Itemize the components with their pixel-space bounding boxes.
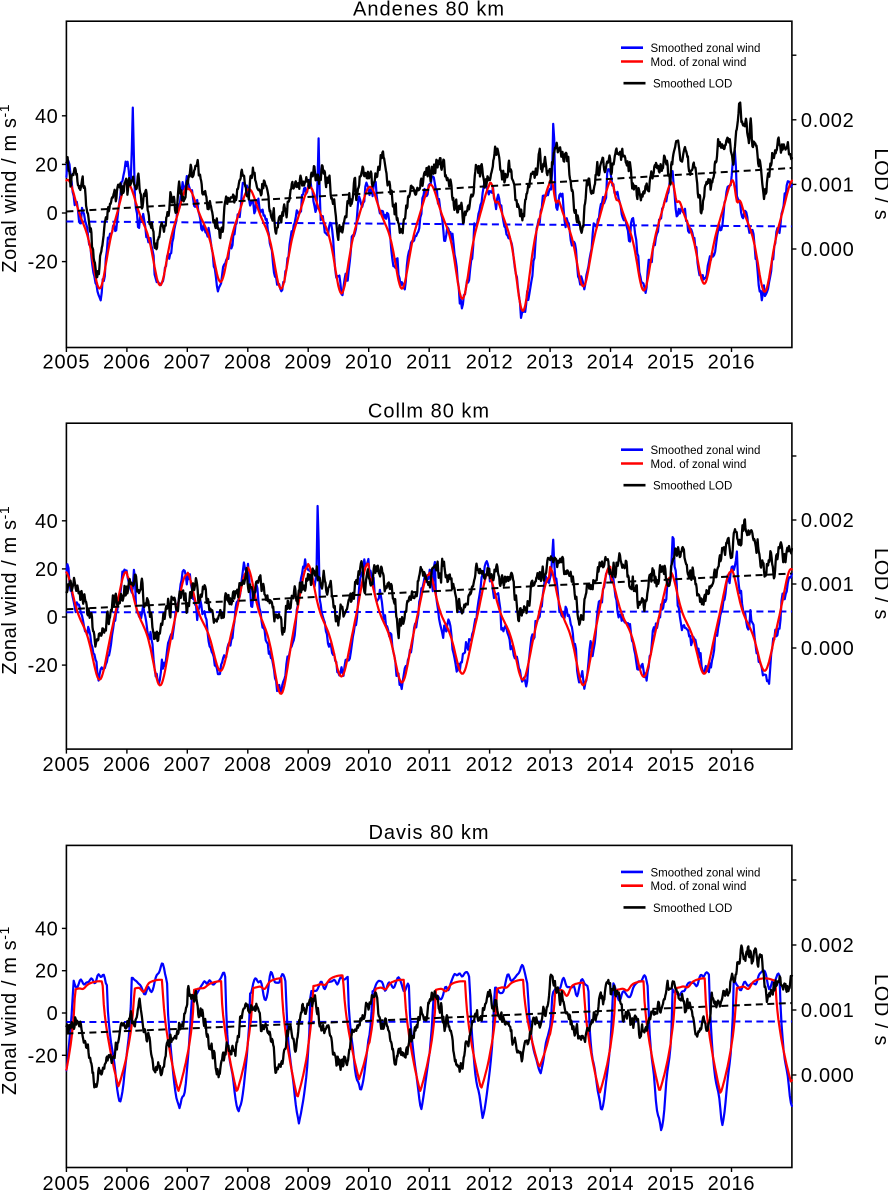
svg-text:2008: 2008: [224, 1173, 272, 1193]
svg-text:0.000: 0.000: [801, 638, 855, 660]
svg-text:2009: 2009: [284, 1173, 332, 1193]
svg-text:20: 20: [35, 961, 58, 983]
svg-text:40: 40: [35, 106, 58, 128]
svg-text:Mod. of zonal wind: Mod. of zonal wind: [651, 881, 747, 893]
svg-text:2014: 2014: [587, 1173, 635, 1193]
svg-text:2016: 2016: [708, 352, 756, 374]
svg-text:2006: 2006: [103, 754, 151, 776]
svg-text:0: 0: [47, 203, 59, 225]
svg-text:Zonal wind / m s-1: Zonal wind / m s-1: [0, 926, 21, 1095]
svg-text:2013: 2013: [526, 754, 574, 776]
svg-text:-20: -20: [28, 1045, 59, 1067]
svg-text:0.000: 0.000: [801, 1065, 855, 1087]
svg-text:0.002: 0.002: [801, 510, 855, 532]
svg-text:2006: 2006: [103, 352, 151, 374]
svg-text:2007: 2007: [163, 352, 211, 374]
svg-text:0: 0: [47, 1003, 59, 1025]
svg-text:2005: 2005: [43, 754, 91, 776]
svg-text:2008: 2008: [224, 754, 272, 776]
svg-text:2014: 2014: [587, 352, 635, 374]
svg-text:2013: 2013: [526, 1173, 574, 1193]
svg-text:2011: 2011: [406, 1173, 452, 1193]
svg-text:2012: 2012: [466, 754, 514, 776]
svg-text:Zonal wind / m s-1: Zonal wind / m s-1: [0, 506, 21, 675]
svg-text:2012: 2012: [466, 1173, 514, 1193]
svg-text:2014: 2014: [587, 754, 635, 776]
svg-text:0.002: 0.002: [801, 110, 855, 132]
svg-text:0: 0: [47, 607, 59, 629]
svg-text:2008: 2008: [224, 352, 272, 374]
svg-text:2013: 2013: [526, 352, 574, 374]
svg-text:2009: 2009: [284, 754, 332, 776]
svg-text:0.000: 0.000: [801, 239, 855, 261]
svg-text:Smoothed LOD: Smoothed LOD: [653, 903, 732, 915]
svg-text:-20: -20: [28, 252, 59, 274]
svg-text:0.002: 0.002: [801, 935, 855, 957]
svg-text:2005: 2005: [43, 352, 91, 374]
svg-text:-20: -20: [28, 655, 59, 677]
svg-text:2010: 2010: [345, 754, 393, 776]
svg-text:2006: 2006: [103, 1173, 151, 1193]
svg-text:Smoothed zonal wind: Smoothed zonal wind: [651, 867, 761, 879]
svg-text:2009: 2009: [284, 352, 332, 374]
svg-text:2010: 2010: [345, 1173, 393, 1193]
svg-text:20: 20: [35, 559, 58, 581]
svg-text:Andenes 80 km: Andenes 80 km: [353, 0, 505, 21]
svg-text:0.001: 0.001: [801, 174, 855, 196]
svg-text:2005: 2005: [43, 1173, 91, 1193]
svg-text:2015: 2015: [647, 754, 695, 776]
svg-text:2016: 2016: [708, 1173, 756, 1193]
svg-text:2015: 2015: [647, 352, 695, 374]
svg-text:2010: 2010: [345, 352, 393, 374]
svg-text:0.001: 0.001: [801, 574, 855, 596]
svg-text:Smoothed zonal wind: Smoothed zonal wind: [651, 43, 761, 55]
svg-text:Mod. of zonal wind: Mod. of zonal wind: [651, 57, 747, 69]
svg-text:Smoothed LOD: Smoothed LOD: [653, 481, 732, 493]
svg-text:2015: 2015: [647, 1173, 695, 1193]
svg-text:40: 40: [35, 918, 58, 940]
svg-text:0.001: 0.001: [801, 1000, 855, 1022]
svg-text:Zonal wind / m s-1: Zonal wind / m s-1: [0, 104, 21, 273]
svg-text:2007: 2007: [163, 754, 211, 776]
svg-text:LOD / s: LOD / s: [870, 974, 888, 1046]
svg-text:20: 20: [35, 154, 58, 176]
svg-text:2011: 2011: [406, 352, 452, 374]
svg-text:Mod. of zonal wind: Mod. of zonal wind: [651, 459, 747, 471]
svg-text:2016: 2016: [708, 754, 756, 776]
svg-text:LOD / s: LOD / s: [870, 148, 888, 220]
svg-text:Davis 80 km: Davis 80 km: [368, 822, 489, 844]
svg-text:2012: 2012: [466, 352, 514, 374]
svg-text:Collm 80 km: Collm 80 km: [368, 401, 490, 423]
svg-text:LOD / s: LOD / s: [870, 548, 888, 620]
svg-text:Smoothed zonal wind: Smoothed zonal wind: [651, 445, 761, 457]
svg-text:40: 40: [35, 511, 58, 533]
svg-text:Smoothed LOD: Smoothed LOD: [653, 79, 732, 91]
svg-text:2011: 2011: [406, 754, 452, 776]
svg-text:2007: 2007: [163, 1173, 211, 1193]
